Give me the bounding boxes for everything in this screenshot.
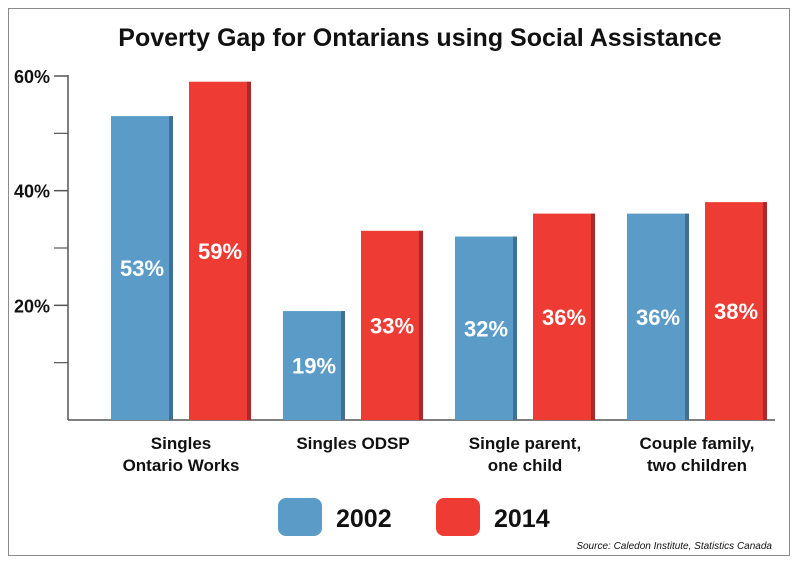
- bar-value-label: 32%: [464, 316, 508, 341]
- bar-shade: [591, 213, 595, 420]
- y-axis: 60% 40% 20%: [14, 67, 775, 421]
- bar-2002-2: [455, 236, 517, 420]
- bar-shade: [341, 311, 345, 420]
- x-axis-labels: Singles Ontario Works Singles ODSP Single p…: [123, 434, 755, 475]
- bar-value-label: 59%: [198, 239, 242, 264]
- bar-value-label: 36%: [542, 305, 586, 330]
- y-tick-label: 40%: [14, 182, 50, 202]
- bar-2014-2: [533, 213, 595, 420]
- bar-2002-3: [627, 213, 689, 420]
- legend: 2002 2014: [278, 498, 550, 536]
- y-tick-label: 60%: [14, 67, 50, 87]
- bar-value-label: 19%: [292, 354, 336, 379]
- legend-swatch-2002: [278, 498, 322, 536]
- bar-shade: [513, 236, 517, 420]
- bar-shade: [763, 202, 767, 420]
- bar-shade: [247, 81, 251, 420]
- bar-value-label: 36%: [636, 305, 680, 330]
- legend-swatch-2014: [436, 498, 480, 536]
- x-tick-label: Singles: [151, 434, 211, 453]
- legend-label-2014: 2014: [494, 505, 550, 533]
- legend-label-2002: 2002: [336, 505, 392, 533]
- bar-shade: [685, 213, 689, 420]
- x-tick-label: Ontario Works: [123, 456, 240, 475]
- chart-title: Poverty Gap for Ontarians using Social A…: [118, 24, 722, 52]
- bar-shade: [419, 230, 423, 420]
- y-tick-label: 20%: [14, 296, 50, 316]
- bar-value-label: 53%: [120, 256, 164, 281]
- bar-2002-1: [283, 311, 345, 420]
- bar-2014-3: [705, 202, 767, 420]
- bar-value-label: 33%: [370, 313, 414, 338]
- x-tick-label: Single parent,: [469, 434, 581, 453]
- x-tick-label: two children: [647, 456, 747, 475]
- bar-2014-0: [189, 81, 251, 420]
- x-tick-label: Singles ODSP: [296, 434, 409, 453]
- bar-value-label: 38%: [714, 299, 758, 324]
- bar-2014-1: [361, 230, 423, 420]
- x-tick-label: one child: [488, 456, 563, 475]
- bars: 53% 59% 19% 33% 32% 36% 36% 38%: [111, 81, 767, 420]
- source-note: Source: Caledon Institute, Statistics Ca…: [576, 541, 772, 552]
- bar-shade: [169, 116, 173, 420]
- x-tick-label: Couple family,: [640, 434, 755, 453]
- bar-2002-0: [111, 116, 173, 420]
